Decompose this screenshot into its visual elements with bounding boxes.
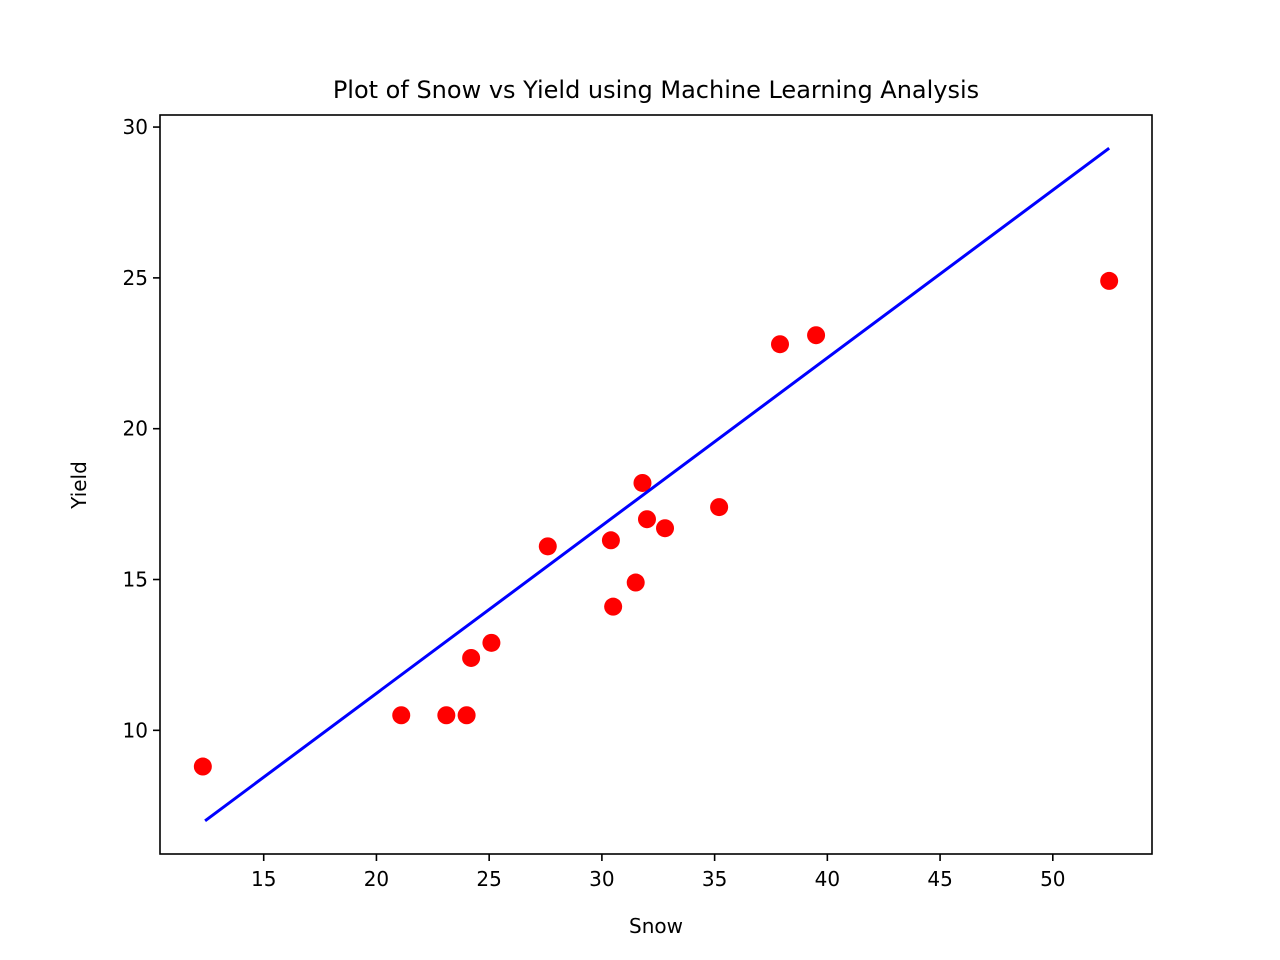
scatter-point — [601, 531, 620, 550]
x-tick-label: 15 — [251, 867, 276, 891]
y-tick-label: 15 — [123, 568, 148, 592]
x-axis-title: Snow — [629, 914, 683, 938]
x-tick-label: 40 — [815, 867, 840, 891]
scatter-point — [633, 473, 652, 492]
x-tick-label: 45 — [927, 867, 952, 891]
scatter-point — [1100, 271, 1119, 290]
x-axis: 15 20 25 30 35 40 45 50 — [251, 854, 1066, 891]
scatter-point — [482, 633, 501, 652]
scatter-point — [457, 706, 476, 725]
plot-area — [159, 114, 1153, 855]
scatter-point — [437, 706, 456, 725]
x-tick-label: 20 — [364, 867, 389, 891]
regression-line — [204, 146, 1111, 823]
y-tick-label: 25 — [123, 266, 148, 290]
x-tick-label: 25 — [476, 867, 501, 891]
scatter-point — [193, 757, 212, 776]
scatter-point — [392, 706, 411, 725]
scatter-point — [626, 573, 645, 592]
chart-title: Plot of Snow vs Yield using Machine Lear… — [333, 76, 979, 104]
axes-frame — [159, 114, 1153, 855]
scatter-point — [807, 326, 826, 345]
y-tick-label: 20 — [123, 417, 148, 441]
y-tick-label: 10 — [123, 718, 148, 742]
y-axis-title: Yield — [67, 461, 91, 510]
scatter-point — [637, 510, 656, 529]
y-tick-label: 30 — [123, 115, 148, 139]
x-tick-label: 35 — [702, 867, 727, 891]
scatter-point — [710, 498, 729, 517]
scatter-point — [656, 519, 675, 538]
scatter-point — [771, 335, 789, 354]
y-axis: 10 15 20 25 30 — [123, 115, 160, 742]
scatter-point — [604, 597, 623, 616]
scatter-point — [462, 648, 481, 667]
x-tick-label: 30 — [589, 867, 614, 891]
scatter-point — [538, 537, 557, 556]
x-tick-label: 50 — [1040, 867, 1065, 891]
